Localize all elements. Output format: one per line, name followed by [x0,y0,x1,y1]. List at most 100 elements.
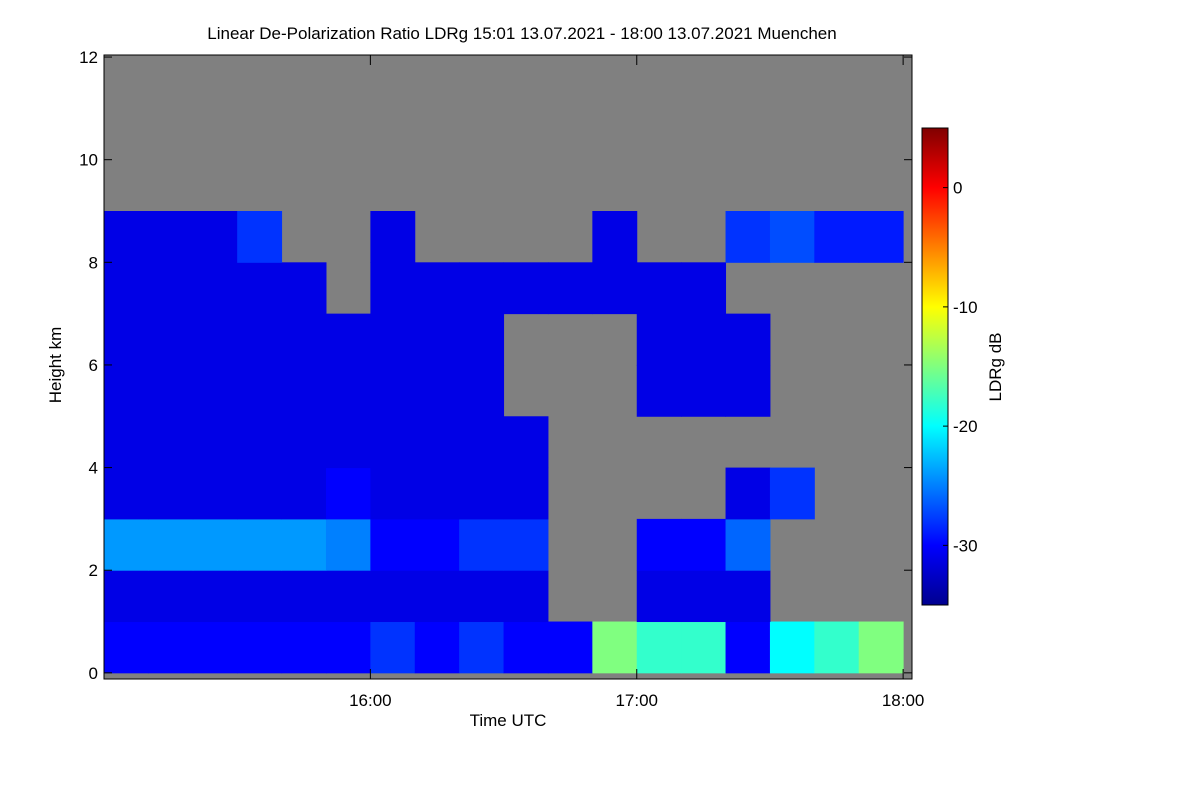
heatmap-cell [725,467,771,520]
heatmap-cell [858,211,904,263]
heatmap-cell [237,262,283,315]
heatmap-cell [769,467,815,520]
heatmap-cell [370,518,416,571]
heatmap-cell [370,467,416,520]
heatmap-cell [459,621,505,674]
heatmap-cell [725,313,771,366]
heatmap-cell [459,313,505,366]
heatmap-cell [592,621,638,674]
y-tick-label: 0 [89,664,98,683]
heatmap-cell [370,416,416,469]
heatmap-cell [325,467,371,520]
heatmap-cell [104,621,149,674]
heatmap-cell [237,467,283,520]
heatmap-cell [681,518,727,571]
heatmap-cell [370,364,416,417]
heatmap-cell [503,621,549,674]
y-tick-label: 4 [89,459,98,478]
colorbar [921,127,949,606]
heatmap-cell [148,313,194,366]
colorbar-tick-label: -30 [953,536,978,555]
y-tick-label: 12 [79,48,98,67]
heatmap-cell [769,621,815,674]
heatmap-cell [104,416,149,469]
heatmap-cell [459,570,505,623]
heatmap-cell [104,467,149,520]
heatmap-cell [192,313,238,366]
heatmap-cell [725,518,771,571]
heatmap-cell [636,570,682,623]
heatmap-cell [148,621,194,674]
heatmap-cell [192,211,238,263]
heatmap-cell [192,467,238,520]
heatmap-cell [370,313,416,366]
y-tick-label: 8 [89,253,98,272]
heatmap-cell [681,313,727,366]
plot-frame [103,54,913,680]
heatmap-cell [192,621,238,674]
x-axis-label: Time UTC [470,711,547,730]
heatmap-cell [725,621,771,674]
heatmap-cell [237,364,283,417]
heatmap-cell [636,262,682,315]
heatmap-cell [370,621,416,674]
heatmap-cell [814,211,860,263]
heatmap-cell [681,364,727,417]
heatmap-cell [104,518,149,571]
heatmap-cell [192,364,238,417]
heatmap-cell [148,570,194,623]
heatmap-cell [325,621,371,674]
heatmap-cell [814,621,860,674]
heatmap-cell [192,416,238,469]
heatmap-cell [148,518,194,571]
heatmap-cell [636,364,682,417]
heatmap-cell [148,262,194,315]
heatmap-cell [459,518,505,571]
heatmap-cell [281,262,327,315]
heatmap-cell [414,570,460,623]
heatmap-cell [281,467,327,520]
heatmap-cell [681,262,727,315]
heatmap-cell [370,570,416,623]
heatmap-cell [281,364,327,417]
heatmap-cell [592,211,638,263]
heatmap-cell [725,364,771,417]
y-tick-label: 2 [89,561,98,580]
heatmap-cell [325,570,371,623]
heatmap-cell [636,518,682,571]
heatmap-cell [148,416,194,469]
x-tick-label: 18:00 [882,691,925,710]
heatmap-cell [681,570,727,623]
x-tick-label: 16:00 [349,691,392,710]
heatmap-cell [325,416,371,469]
heatmap-cell [459,467,505,520]
heatmap-cell [503,262,549,315]
heatmap-cell [370,211,416,263]
y-tick-label: 10 [79,151,98,170]
heatmap-cell [370,262,416,315]
colorbar-label: LDRg dB [986,333,1005,402]
heatmap-cell [237,518,283,571]
heatmap-cell [592,262,638,315]
heatmap-cell [503,416,549,469]
heatmap-cell [414,364,460,417]
heatmap-cell [547,262,593,315]
chart-title: Linear De-Polarization Ratio LDRg 15:01 … [207,24,836,43]
heatmap-cell [459,364,505,417]
heatmap-cell [414,416,460,469]
heatmap-cell [414,621,460,674]
heatmap-cell [104,570,149,623]
heatmap-cell [414,313,460,366]
heatmap-cell [192,262,238,315]
heatmap-cell [281,416,327,469]
heatmap-cell [414,262,460,315]
heatmap-cell [769,211,815,263]
colorbar-tick-label: -10 [953,298,978,317]
heatmap-cell [104,313,149,366]
heatmap-cell [148,364,194,417]
heatmap-cell [192,570,238,623]
heatmap-cell [325,364,371,417]
heatmap-cell [237,313,283,366]
heatmap-cell [281,570,327,623]
